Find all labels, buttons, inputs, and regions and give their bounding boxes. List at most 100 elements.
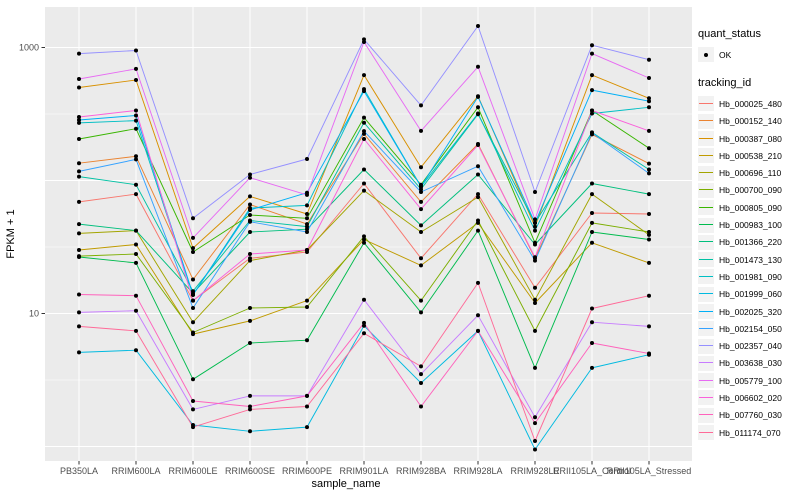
data-point (191, 377, 195, 382)
data-point (533, 415, 537, 420)
series-line-icon (698, 252, 714, 268)
data-point (134, 308, 138, 313)
series-line-icon (698, 217, 714, 233)
legend-item-Hb_000025_480: Hb_000025_480 (698, 95, 798, 112)
legend-item-label: Hb_000152_140 (719, 116, 782, 127)
legend-item-label: Hb_005779_100 (719, 375, 782, 386)
data-point (362, 167, 366, 172)
data-point (476, 164, 480, 169)
data-point (590, 88, 594, 93)
series-line-icon (698, 148, 714, 164)
legend-item-label: Hb_002154_050 (719, 323, 782, 334)
data-point (419, 190, 423, 194)
data-point (362, 234, 366, 239)
x-tick-label: RRIM928LE (510, 466, 559, 476)
legend-item-label: Hb_006602_020 (719, 392, 782, 403)
data-point (590, 341, 594, 345)
data-point (248, 393, 252, 398)
legend-item-label: Hb_002025_320 (719, 306, 782, 317)
legend-item-Hb_005779_100: Hb_005779_100 (698, 372, 798, 389)
data-point (533, 228, 537, 233)
series-line-icon (698, 269, 714, 285)
series-line-icon (698, 96, 714, 112)
data-point (419, 263, 423, 268)
data-point (191, 320, 195, 325)
x-axis-title: sample_name (311, 478, 381, 490)
data-point (77, 222, 81, 227)
series-line-icon (698, 390, 714, 406)
data-point (647, 96, 651, 101)
data-point (248, 219, 252, 224)
legend-item-label: Hb_000025_480 (719, 98, 782, 109)
data-point (77, 324, 81, 329)
data-point (647, 57, 651, 62)
data-point (134, 157, 138, 162)
data-point (476, 24, 480, 28)
data-point (533, 217, 537, 222)
x-tick-label: RRIM901LA (339, 466, 388, 476)
data-point (533, 328, 537, 333)
legend-item-Hb_000696_110: Hb_000696_110 (698, 164, 798, 181)
legend-item-label: Hb_001473_130 (719, 254, 782, 265)
legend-item-Hb_000538_210: Hb_000538_210 (698, 147, 798, 164)
data-point (590, 130, 594, 135)
data-point (77, 85, 81, 90)
data-point (590, 211, 594, 215)
data-point (248, 172, 252, 177)
data-point (77, 174, 81, 179)
data-point (305, 425, 309, 430)
data-point (305, 338, 309, 343)
data-point (647, 351, 651, 356)
data-point (134, 260, 138, 265)
data-point (191, 216, 195, 221)
data-point (305, 224, 309, 229)
data-point (533, 439, 537, 443)
data-point (134, 118, 138, 123)
data-point (362, 40, 366, 44)
y-tick-label: 10 (29, 309, 39, 319)
series-line-icon (698, 182, 714, 198)
data-point (134, 48, 138, 53)
data-point (533, 285, 537, 290)
data-point (77, 120, 81, 125)
data-point (419, 404, 423, 409)
legend-item-label: Hb_001366_220 (719, 237, 782, 248)
x-tick-label: RRIM928LA (453, 466, 502, 476)
series-line-icon (698, 425, 714, 441)
data-point (476, 280, 480, 285)
data-point (134, 242, 138, 247)
data-point (419, 103, 423, 108)
data-point (476, 195, 480, 200)
legend-item-Hb_001999_060: Hb_001999_060 (698, 286, 798, 303)
data-point (248, 306, 252, 310)
data-point (134, 293, 138, 298)
data-point (191, 407, 195, 412)
legend-item-label: Hb_000700_090 (719, 185, 782, 196)
data-point (362, 120, 366, 125)
data-point (134, 192, 138, 197)
data-point (419, 256, 423, 261)
data-point (590, 365, 594, 370)
legend-item-Hb_001366_220: Hb_001366_220 (698, 234, 798, 251)
data-point (77, 51, 81, 56)
legend-item-Hb_006602_020: Hb_006602_020 (698, 389, 798, 406)
data-point (362, 131, 366, 136)
data-point (476, 143, 480, 147)
data-point (134, 348, 138, 353)
data-point (590, 230, 594, 234)
legend-item-Hb_011174_070: Hb_011174_070 (698, 424, 798, 441)
data-point (77, 137, 81, 141)
data-point (134, 328, 138, 333)
legend-item-Hb_007760_030: Hb_007760_030 (698, 407, 798, 424)
data-point (419, 184, 423, 189)
data-point (533, 224, 537, 229)
data-point (305, 203, 309, 208)
legend-tracking-id-title: tracking_id (698, 77, 752, 90)
data-point (134, 182, 138, 187)
data-point (590, 240, 594, 245)
series-line-icon (698, 234, 714, 250)
data-point (419, 364, 423, 369)
legend-item-label: Hb_000696_110 (719, 168, 782, 179)
data-point (533, 258, 537, 263)
data-point (419, 310, 423, 315)
